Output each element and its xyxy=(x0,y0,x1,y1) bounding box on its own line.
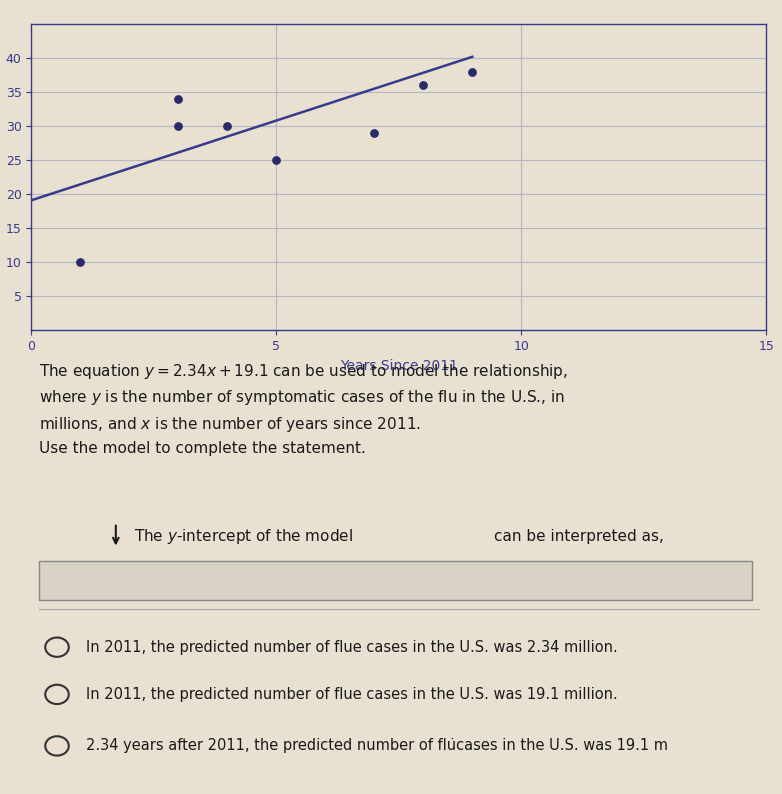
Point xyxy=(368,126,381,139)
Text: The equation $y = 2.34x + 19.1$ can be used to model the relationship,
where $y$: The equation $y = 2.34x + 19.1$ can be u… xyxy=(38,362,568,456)
Point xyxy=(74,256,87,268)
Point xyxy=(417,79,429,91)
Point xyxy=(172,92,185,105)
Point xyxy=(172,120,185,133)
Text: 2.34 years after 2011, the predicted number of flu̇cases in the U.S. was 19.1 m: 2.34 years after 2011, the predicted num… xyxy=(87,738,669,754)
Text: can be interpreted as,: can be interpreted as, xyxy=(494,529,664,544)
Text: In 2011, the predicted number of flue cases in the U.S. was 2.34 million.: In 2011, the predicted number of flue ca… xyxy=(87,640,618,655)
Point xyxy=(270,154,282,167)
Text: The $y$-intercept of the model: The $y$-intercept of the model xyxy=(135,527,353,546)
Point xyxy=(221,120,234,133)
Text: In 2011, the predicted number of flue cases in the U.S. was 19.1 million.: In 2011, the predicted number of flue ca… xyxy=(87,687,618,702)
X-axis label: Years Since 2011: Years Since 2011 xyxy=(340,359,457,372)
Point xyxy=(466,65,479,78)
FancyBboxPatch shape xyxy=(38,561,752,600)
Y-axis label: Number of Cases, in millions: Number of Cases, in millions xyxy=(0,98,2,256)
